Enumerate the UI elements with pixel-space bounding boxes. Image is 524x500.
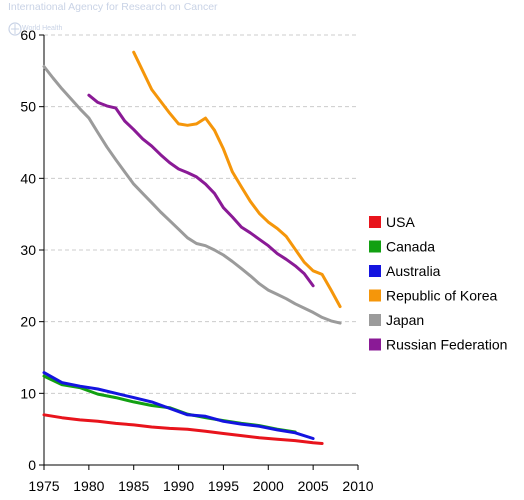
y-tick-label: 60 — [20, 27, 36, 43]
legend: USA Canada Australia Republic of Korea Japan… — [369, 214, 507, 353]
legend-swatch — [369, 216, 381, 228]
y-tick-label: 20 — [20, 314, 36, 330]
x-tick-label: 2010 — [342, 478, 373, 494]
y-tick-label: 0 — [28, 457, 36, 473]
series-line-japan — [42, 65, 342, 325]
legend-swatch — [369, 289, 381, 302]
x-tick-label: 1975 — [28, 478, 59, 494]
watermark: International Agency for Research on Can… — [8, 0, 218, 44]
legend-label: Russian Federation — [386, 337, 507, 353]
legend-label: Canada — [386, 239, 435, 255]
legend-label: USA — [386, 214, 415, 230]
legend-swatch — [369, 338, 381, 351]
y-tick-label: 30 — [20, 242, 36, 258]
who-emblem-icon — [8, 22, 22, 36]
legend-swatch — [369, 265, 381, 277]
x-tick-label: 2005 — [298, 478, 329, 494]
legend-label: Japan — [386, 312, 424, 328]
legend-label: Australia — [386, 263, 441, 279]
legend-swatch — [369, 240, 381, 253]
series-line-republic-of-korea — [132, 50, 342, 309]
series-line-russian-federation — [87, 93, 315, 288]
axes: 0 10 20 30 40 50 60 1975 1980 1985 1990 1995 2000 200… — [20, 27, 373, 494]
series-line-usa — [42, 413, 324, 445]
legend-swatch — [369, 314, 381, 326]
y-tick-label: 50 — [20, 99, 36, 115]
grid — [44, 34, 358, 394]
watermark-org-name: International Agency for Research on Can… — [8, 1, 218, 13]
x-tick-label: 1990 — [163, 478, 194, 494]
legend-label: Republic of Korea — [386, 288, 498, 304]
series-line-australia — [42, 371, 315, 440]
x-tick-label: 1985 — [118, 478, 149, 494]
series-line-canada — [42, 374, 297, 434]
series-group — [42, 50, 342, 445]
y-tick-label: 40 — [20, 170, 36, 186]
watermark-sub-name: World Health — [22, 25, 63, 32]
x-tick-label: 1995 — [208, 478, 239, 494]
y-tick-label: 10 — [20, 385, 36, 401]
x-tick-label: 2000 — [253, 478, 284, 494]
x-tick-label: 1980 — [73, 478, 104, 494]
